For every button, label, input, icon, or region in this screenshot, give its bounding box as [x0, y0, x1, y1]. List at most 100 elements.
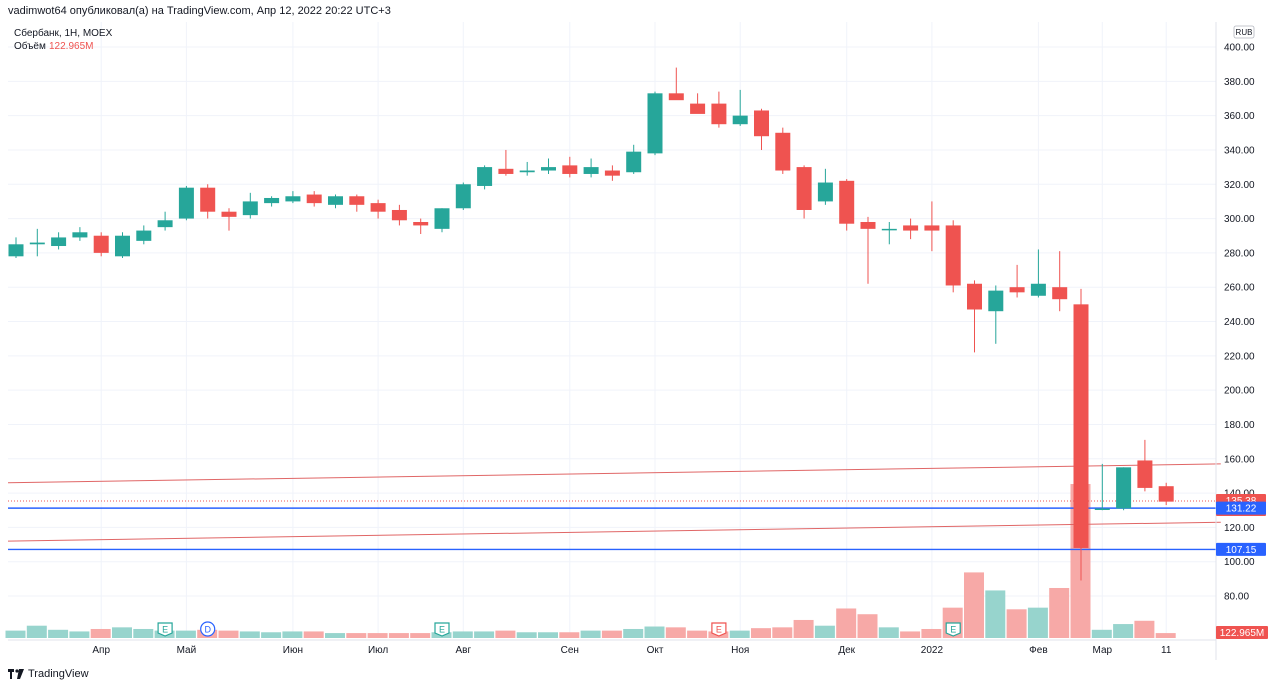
trend-line[interactable] — [7, 463, 1221, 484]
volume-bar — [687, 630, 708, 638]
event-marker-dividend[interactable]: D — [200, 621, 216, 637]
event-marker-earnings-down[interactable]: E — [711, 622, 727, 637]
candle-body — [178, 187, 194, 219]
volume-bar — [623, 628, 644, 638]
volume-bar — [282, 631, 303, 638]
tradingview-logo[interactable]: TradingView — [8, 668, 89, 680]
candle[interactable] — [221, 208, 237, 231]
volume-bar — [921, 628, 942, 638]
price-label[interactable]: 107.15 — [1216, 542, 1266, 556]
candle[interactable] — [498, 149, 514, 176]
time-tick-label: Июл — [368, 645, 388, 656]
price-label-value: 131.22 — [1226, 504, 1257, 515]
volume-value-label[interactable]: 122.965M — [1216, 626, 1268, 639]
event-marker-earnings[interactable]: E — [945, 622, 961, 637]
candle[interactable] — [115, 232, 130, 259]
candle[interactable] — [668, 67, 684, 101]
candle[interactable] — [391, 204, 407, 226]
candle-body — [945, 225, 961, 286]
volume-bar — [175, 630, 196, 638]
candle[interactable] — [775, 127, 791, 174]
candle[interactable] — [8, 237, 24, 259]
candle[interactable] — [306, 191, 322, 207]
candle[interactable] — [136, 225, 152, 245]
price-label[interactable]: 131.22 — [1216, 501, 1266, 515]
volume-bar — [516, 632, 537, 638]
tradingview-logo-icon — [8, 669, 24, 679]
candle[interactable] — [754, 108, 769, 150]
candle[interactable] — [903, 218, 919, 240]
candle[interactable] — [1009, 264, 1025, 298]
volume-bar — [90, 628, 111, 638]
candle[interactable] — [370, 199, 386, 219]
time-tick-label: Июн — [283, 645, 303, 656]
candle-body — [903, 225, 919, 231]
candle[interactable] — [647, 91, 663, 156]
candle[interactable] — [562, 156, 578, 178]
candle[interactable] — [93, 232, 109, 257]
candle[interactable] — [796, 165, 812, 219]
candle[interactable] — [690, 93, 706, 114]
currency-badge[interactable]: RUB — [1233, 25, 1255, 39]
legend-symbol: Сбербанк, 1H, MOEX — [14, 27, 113, 39]
price-tick-label: 220.00 — [1224, 351, 1255, 362]
candle[interactable] — [583, 158, 599, 178]
candle[interactable] — [1030, 249, 1046, 298]
candle[interactable] — [29, 228, 45, 257]
candle-body — [626, 151, 642, 173]
candle[interactable] — [1052, 251, 1068, 312]
volume-bar — [69, 631, 90, 638]
candle[interactable] — [541, 158, 556, 174]
candle[interactable] — [732, 89, 748, 126]
candle[interactable] — [1094, 463, 1110, 511]
event-marker-earnings[interactable]: E — [434, 622, 450, 637]
candle[interactable] — [1073, 288, 1089, 581]
time-axis[interactable]: Апр Май Июн Июл Авг Сен Окт Ноя Дек 2022 Фев Мар 11 — [8, 639, 1216, 656]
candle[interactable] — [1158, 482, 1174, 506]
candle[interactable] — [860, 216, 876, 284]
candle[interactable] — [264, 196, 280, 207]
candle[interactable] — [604, 165, 620, 181]
candle[interactable] — [1116, 467, 1132, 511]
event-marker-earnings[interactable]: E — [157, 622, 173, 637]
candle[interactable] — [349, 194, 365, 212]
currency-badge-box — [1233, 25, 1255, 39]
candle[interactable] — [434, 208, 450, 233]
candle[interactable] — [945, 220, 961, 293]
candle[interactable] — [988, 285, 1004, 344]
price-tick-label: 80.00 — [1224, 592, 1249, 603]
candle[interactable] — [519, 161, 535, 176]
candle[interactable] — [711, 91, 727, 128]
candle[interactable] — [200, 184, 216, 219]
candle[interactable] — [455, 182, 471, 210]
candle-body — [690, 103, 706, 114]
price-tick-label: 340.00 — [1224, 145, 1255, 156]
candle[interactable] — [328, 194, 343, 209]
volume-bar — [261, 632, 282, 638]
price-axis[interactable]: 400.00 380.00 360.00 340.00 320.00 300.00 280.… — [1215, 22, 1268, 660]
candle[interactable] — [967, 280, 982, 353]
volume-bar — [495, 630, 516, 638]
candle-body — [391, 209, 407, 221]
candle[interactable] — [178, 185, 194, 221]
candle[interactable] — [413, 218, 429, 235]
candle[interactable] — [157, 211, 173, 231]
candle[interactable] — [285, 191, 301, 204]
candle[interactable] — [1137, 439, 1153, 492]
candle-body — [434, 208, 450, 229]
candle-body — [817, 182, 833, 202]
price-tick-label: 200.00 — [1224, 386, 1255, 397]
candle[interactable] — [72, 227, 88, 241]
time-tick-label: Дек — [838, 645, 855, 656]
candle[interactable] — [839, 179, 855, 231]
candle[interactable] — [817, 168, 833, 205]
candle[interactable] — [626, 144, 642, 174]
trend-line[interactable] — [7, 521, 1221, 542]
candle[interactable] — [881, 221, 897, 245]
candle[interactable] — [242, 192, 258, 219]
time-tick-label: 2022 — [921, 645, 944, 656]
candle[interactable] — [477, 165, 493, 190]
candle[interactable] — [51, 232, 67, 250]
candle[interactable] — [924, 201, 940, 252]
